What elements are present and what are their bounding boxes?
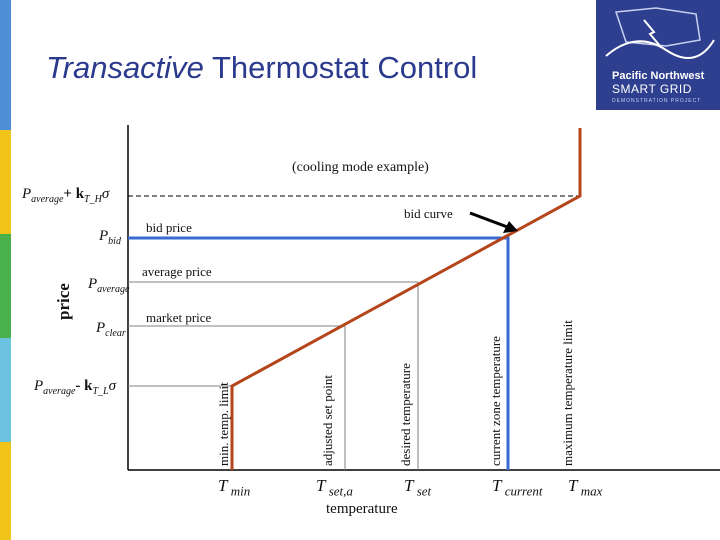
p-clear-sub: clear <box>105 328 126 339</box>
accent-strip-3 <box>0 234 11 338</box>
t-current-main: T <box>492 476 502 495</box>
logo-line-2: SMART GRID <box>612 82 692 96</box>
bid-curve-arrow <box>469 211 511 230</box>
market-price-label: market price <box>146 310 212 325</box>
t-set-a-sub: set,a <box>325 483 353 499</box>
p-average-symbol: Paverage <box>88 276 129 295</box>
p-average-sub: average <box>97 284 130 295</box>
accent-strip-4 <box>0 338 11 442</box>
p-high-sub: average <box>31 194 64 205</box>
arrow-head-icon <box>503 221 518 233</box>
p-high-symbol: Paverage+ kT_Hσ <box>22 186 109 205</box>
p-average-main: P <box>88 276 98 292</box>
t-max-symbol: T max <box>568 476 602 499</box>
logo-line-1: Pacific Northwest <box>612 70 705 82</box>
current-zone-temperature-label: current zone temperature <box>488 336 503 466</box>
p-low-tail: σ <box>108 378 117 394</box>
smart-grid-logo: Pacific Northwest SMART GRID DEMONSTRATI… <box>596 0 720 110</box>
min-temp-limit-label: min. temp. limit <box>216 382 231 466</box>
slide-title: Transactive Thermostat Control <box>46 50 477 86</box>
p-low-symbol: Paverage- kT_Lσ <box>34 378 116 397</box>
p-low-rest: - k <box>75 378 93 394</box>
t-min-symbol: T min <box>218 476 250 499</box>
slide-title-rest: Thermostat Control <box>203 50 478 85</box>
accent-strip-5 <box>0 442 11 540</box>
desired-temperature-label: desired temperature <box>398 363 413 466</box>
bid-price-line <box>128 236 510 470</box>
map-outline-icon <box>605 7 715 59</box>
accent-strip-1 <box>0 0 11 130</box>
p-high-tail: σ <box>101 186 110 202</box>
logo-line-3: DEMONSTRATION PROJECT <box>612 98 702 104</box>
p-high-sub2: T_H <box>84 194 102 205</box>
bid-curve <box>230 128 582 470</box>
adjusted-set-point-label: adjusted set point <box>320 375 335 466</box>
p-bid-symbol: Pbid <box>99 228 121 247</box>
p-high-rest: + k <box>63 186 85 202</box>
t-set-a-main: T <box>316 476 326 495</box>
slide-title-italic: Transactive <box>46 50 204 85</box>
t-current-sub: current <box>501 483 543 499</box>
x-axis-label: temperature <box>326 501 398 517</box>
diagram-subtitle: (cooling mode example) <box>292 160 429 175</box>
p-high-main: P <box>22 186 32 202</box>
p-low-main: P <box>34 378 44 394</box>
t-min-main: T <box>218 476 228 495</box>
t-max-sub: max <box>577 483 603 499</box>
p-bid-main: P <box>99 228 109 244</box>
bid-price-label: bid price <box>146 220 192 235</box>
t-set-symbol: T set <box>404 476 431 499</box>
y-axis-label: price <box>54 283 73 320</box>
p-clear-symbol: Pclear <box>96 320 126 339</box>
t-set-sub: set <box>413 483 432 499</box>
t-set-a-symbol: T set,a <box>316 476 353 499</box>
p-clear-main: P <box>96 320 106 336</box>
t-set-main: T <box>404 476 414 495</box>
p-low-sub: average <box>43 386 76 397</box>
maximum-temperature-limit-label: maximum temperature limit <box>560 320 575 466</box>
t-max-main: T <box>568 476 578 495</box>
bid-curve-label: bid curve <box>404 206 453 221</box>
t-current-symbol: T current <box>492 476 543 499</box>
average-price-label: average price <box>142 264 212 279</box>
p-bid-sub: bid <box>108 236 121 247</box>
p-low-sub2: T_L <box>92 386 109 397</box>
t-min-sub: min <box>227 483 251 499</box>
accent-strip-2 <box>0 130 11 234</box>
